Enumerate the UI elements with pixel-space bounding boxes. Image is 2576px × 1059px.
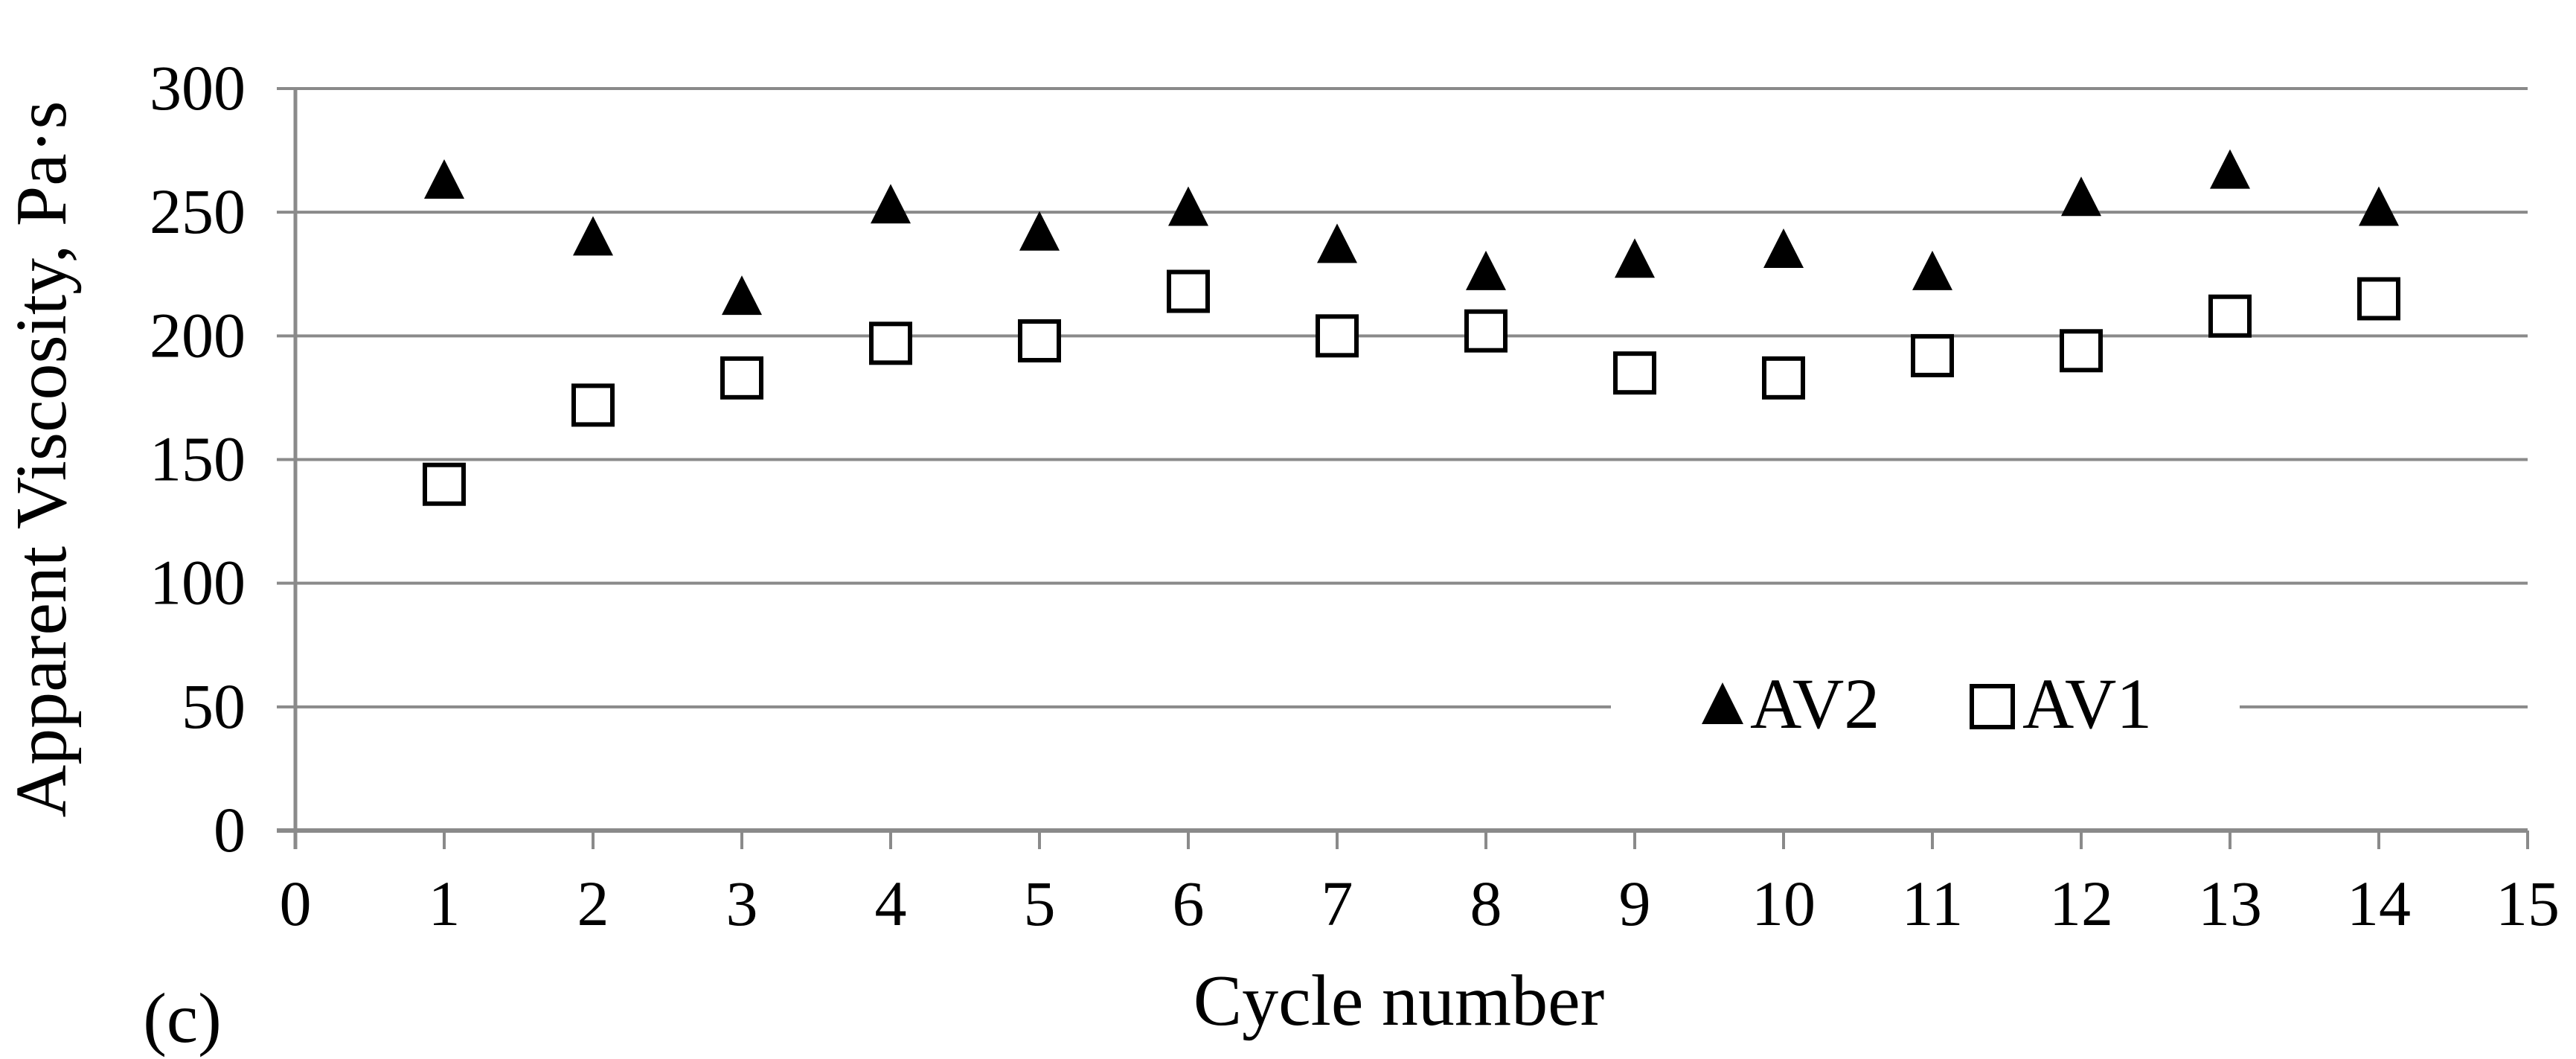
x-tick-label: 1 [429, 868, 461, 939]
legend-av2-triangle-icon [1702, 682, 1743, 724]
av2-point [1466, 250, 1506, 290]
grid-layer [277, 87, 2529, 849]
x-tick-label: 14 [2347, 868, 2411, 939]
av2-point [1317, 223, 1357, 263]
legend-av1-square-icon [1970, 684, 2015, 729]
av2-point [424, 159, 464, 199]
x-tick-label: 4 [875, 868, 907, 939]
marker-layer [423, 149, 2400, 506]
x-tick-label: 0 [280, 868, 312, 939]
av2-point [1615, 238, 1655, 278]
panel-label: (c) [143, 979, 221, 1058]
av1-point [1464, 309, 1508, 353]
x-tick-label: 10 [1752, 868, 1816, 939]
y-tick-label: 50 [182, 671, 246, 742]
av1-point [2357, 277, 2400, 321]
av1-point [1911, 333, 1954, 377]
legend: AV2 AV1 [1702, 664, 2152, 743]
av2-point [1019, 211, 1060, 251]
av1-point [2060, 329, 2103, 373]
av2-point [1763, 228, 1804, 269]
y-tick-label: 100 [150, 547, 246, 618]
x-tick-label: 7 [1321, 868, 1353, 939]
x-tick-label: 5 [1024, 868, 1056, 939]
av1-point [1018, 319, 1061, 362]
x-axis-title: Cycle number [1194, 961, 1604, 1041]
y-tick-label: 300 [150, 52, 246, 124]
y-axis-title: Apparent Viscosity, Pa·s [1, 100, 82, 817]
x-tick-label: 9 [1619, 868, 1651, 939]
x-tick-label: 12 [2049, 868, 2113, 939]
av1-point [1167, 269, 1210, 313]
x-tick-label: 3 [726, 868, 758, 939]
x-tick-label: 13 [2198, 868, 2262, 939]
x-tick-label: 2 [577, 868, 609, 939]
av1-point [1762, 356, 1805, 400]
av2-point [722, 275, 762, 316]
av2-point [1168, 186, 1208, 226]
av2-point [2061, 176, 2101, 217]
av1-point [1316, 314, 1359, 358]
x-tick-label: 6 [1173, 868, 1205, 939]
av1-point [423, 462, 466, 506]
av1-point [1613, 351, 1656, 395]
av2-point [1912, 250, 1952, 290]
av1-point [869, 321, 912, 365]
y-tick-label: 150 [150, 423, 246, 495]
av1-point [720, 356, 763, 400]
av2-point [2210, 149, 2250, 189]
legend-av1-label: AV1 [2022, 664, 2152, 743]
legend-av2-label: AV2 [1750, 664, 1880, 743]
y-tick-label: 200 [150, 299, 246, 371]
av1-point [2208, 294, 2252, 338]
av2-point [2359, 186, 2399, 226]
y-tick-label: 0 [214, 794, 246, 866]
x-tick-label: 15 [2496, 868, 2560, 939]
x-tick-label: 11 [1902, 868, 1964, 939]
av2-point [871, 184, 911, 224]
y-tick-label: 250 [150, 176, 246, 247]
x-tick-label: 8 [1470, 868, 1502, 939]
av1-point [571, 383, 615, 427]
av2-point [573, 216, 613, 256]
